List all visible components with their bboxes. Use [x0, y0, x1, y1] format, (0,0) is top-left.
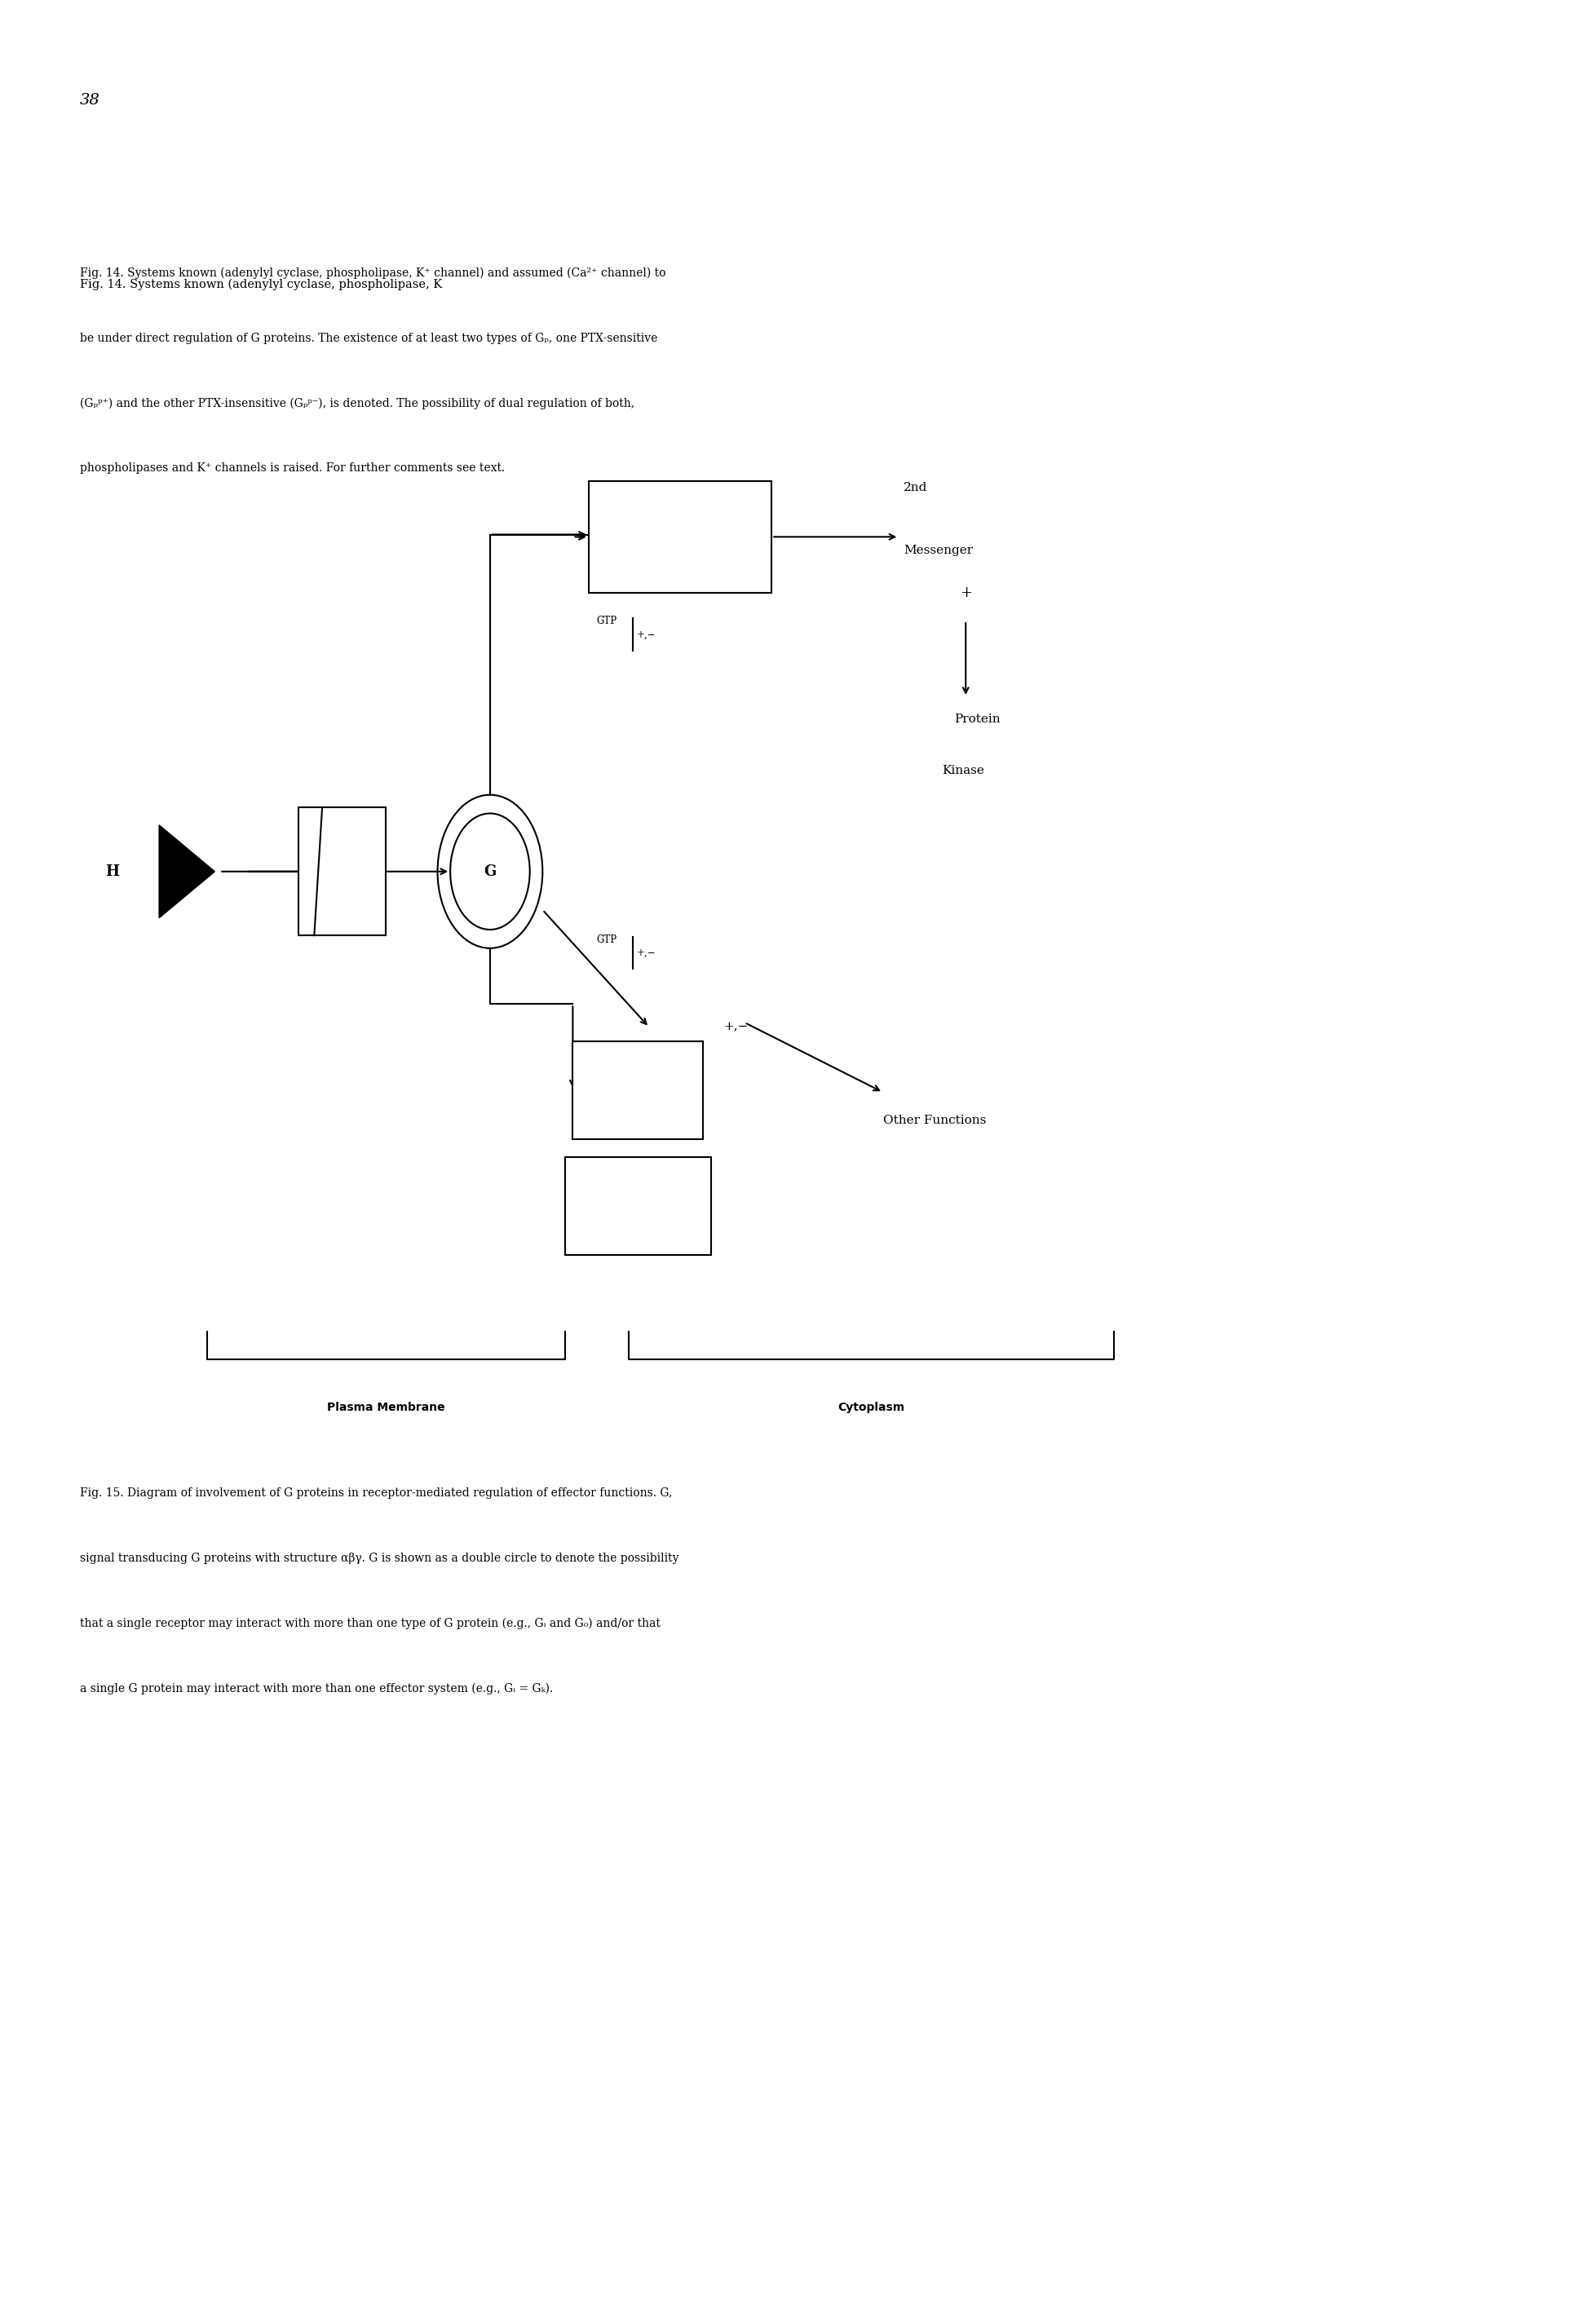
Text: Channel: Channel [613, 1202, 663, 1211]
Text: +,−: +,− [636, 948, 655, 957]
Text: that a single receptor may interact with more than one type of G protein (e.g., : that a single receptor may interact with… [80, 1618, 660, 1629]
Text: Ion: Ion [628, 1085, 648, 1095]
Text: +,−: +,− [724, 1023, 749, 1032]
Text: R: R [340, 865, 353, 878]
FancyBboxPatch shape [565, 1157, 711, 1255]
Text: phospholipases and K⁺ channels is raised. For further comments see text.: phospholipases and K⁺ channels is raised… [80, 462, 504, 474]
Text: 2nd: 2nd [904, 483, 928, 493]
Polygon shape [159, 825, 215, 918]
FancyBboxPatch shape [573, 1041, 703, 1139]
Text: Fig. 14. Systems known (adenylyl cyclase, phospholipase, K: Fig. 14. Systems known (adenylyl cyclase… [80, 279, 442, 290]
Text: +: + [959, 586, 972, 600]
Text: Cytoplasm: Cytoplasm [837, 1401, 905, 1413]
FancyBboxPatch shape [589, 481, 772, 593]
Text: H: H [105, 865, 119, 878]
Text: Messenger: Messenger [904, 546, 974, 555]
Text: Kinase: Kinase [942, 765, 985, 776]
Text: signal transducing G proteins with structure αβγ. G is shown as a double circle : signal transducing G proteins with struc… [80, 1552, 678, 1564]
Text: GTP: GTP [597, 616, 617, 627]
FancyBboxPatch shape [299, 806, 385, 937]
Text: be under direct regulation of G proteins. The existence of at least two types of: be under direct regulation of G proteins… [80, 332, 657, 344]
Text: G: G [484, 865, 496, 878]
Text: a single G protein may interact with more than one effector system (e.g., Gᵢ = G: a single G protein may interact with mor… [80, 1683, 552, 1694]
Text: 38: 38 [80, 93, 100, 107]
Text: (Gₚᵖ⁺) and the other PTX-insensitive (Gₚᵖ⁻), is denoted. The possibility of dual: (Gₚᵖ⁺) and the other PTX-insensitive (Gₚ… [80, 397, 635, 409]
Text: Plasma Membrane: Plasma Membrane [326, 1401, 445, 1413]
Text: GTP: GTP [597, 934, 617, 946]
Text: Fig. 15. Diagram of involvement of G proteins in receptor-mediated regulation of: Fig. 15. Diagram of involvement of G pro… [80, 1487, 671, 1499]
Text: Other Functions: Other Functions [883, 1116, 986, 1125]
Text: Fig. 14. Systems known (adenylyl cyclase, phospholipase, K⁺ channel) and assumed: Fig. 14. Systems known (adenylyl cyclase… [80, 267, 665, 279]
Text: Protein: Protein [955, 713, 1001, 725]
Text: Enzyme: Enzyme [655, 532, 705, 541]
Text: +,−: +,− [636, 630, 655, 639]
